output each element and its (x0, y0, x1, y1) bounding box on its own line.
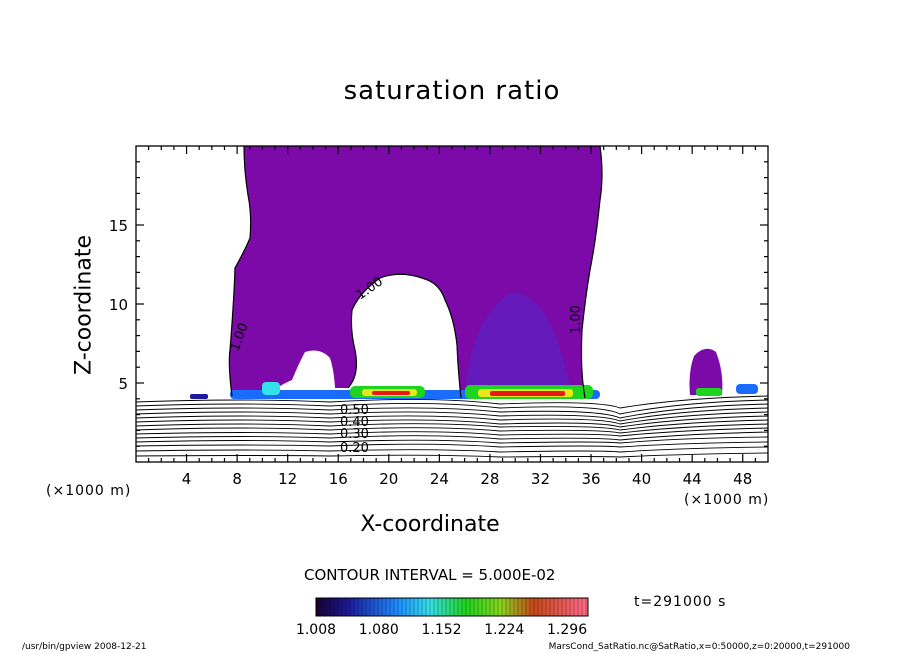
x-tick-label: 8 (232, 470, 242, 488)
x-tick-label: 12 (278, 470, 297, 488)
x-axis-label: X-coordinate (360, 512, 500, 537)
x-tick-label: 4 (182, 470, 192, 488)
x-unit-right: (×1000 m) (684, 492, 770, 508)
x-tick-label: 36 (581, 470, 600, 488)
colorbar-tick-label: 1.008 (295, 622, 337, 638)
chart-title: saturation ratio (343, 76, 561, 106)
x-axis-ticks: 4 8 12 16 20 24 28 32 36 40 44 48 (148, 146, 756, 488)
y-axis-label: Z-coordinate (71, 235, 97, 375)
saturated-core (465, 292, 572, 395)
colorbar-stripes (317, 598, 587, 616)
footer-left: /usr/bin/gpview 2008-12-21 (22, 642, 147, 652)
supersaturation-bands (190, 382, 758, 399)
contour-label: 0.40 (340, 415, 369, 430)
x-tick-label: 28 (480, 470, 499, 488)
colorbar-tick-label: 1.152 (421, 622, 462, 638)
contour-label: 0.50 (340, 403, 369, 418)
x-tick-label: 32 (531, 470, 550, 488)
x-tick-label: 44 (683, 470, 702, 488)
x-unit-left: (×1000 m) (46, 483, 132, 499)
colorbar-tick-label: 1.224 (484, 622, 525, 638)
colorbar (315, 597, 589, 617)
contour-labels: 1.00 1.00 1.00 0.20 0.30 0.40 0.50 (228, 274, 584, 456)
y-axis-ticks: 5 10 15 (109, 161, 768, 447)
contour-label: 0.20 (340, 441, 369, 456)
colorbar-tick-label: 1.080 (358, 622, 399, 638)
surface-contours (136, 395, 768, 458)
x-tick-label: 16 (329, 470, 348, 488)
x-tick-label: 20 (379, 470, 398, 488)
y-tick-label: 10 (109, 296, 128, 314)
contour-1-00 (228, 146, 603, 399)
y-tick-label: 15 (109, 217, 128, 235)
x-tick-label: 40 (632, 470, 651, 488)
x-tick-label: 48 (733, 470, 752, 488)
footer-right: MarsCond_SatRatio.nc@SatRatio,x=0:50000,… (548, 642, 850, 652)
contour-label: 0.30 (340, 427, 369, 442)
time-label: t=291000 s (634, 594, 727, 610)
y-tick-label: 5 (118, 375, 128, 393)
x-tick-label: 24 (430, 470, 449, 488)
colorbar-tick-label: 1.296 (547, 622, 588, 638)
saturated-cell (689, 348, 723, 395)
contour-label: 1.00 (569, 305, 584, 334)
contour-interval: CONTOUR INTERVAL = 5.000E-02 (304, 566, 556, 584)
